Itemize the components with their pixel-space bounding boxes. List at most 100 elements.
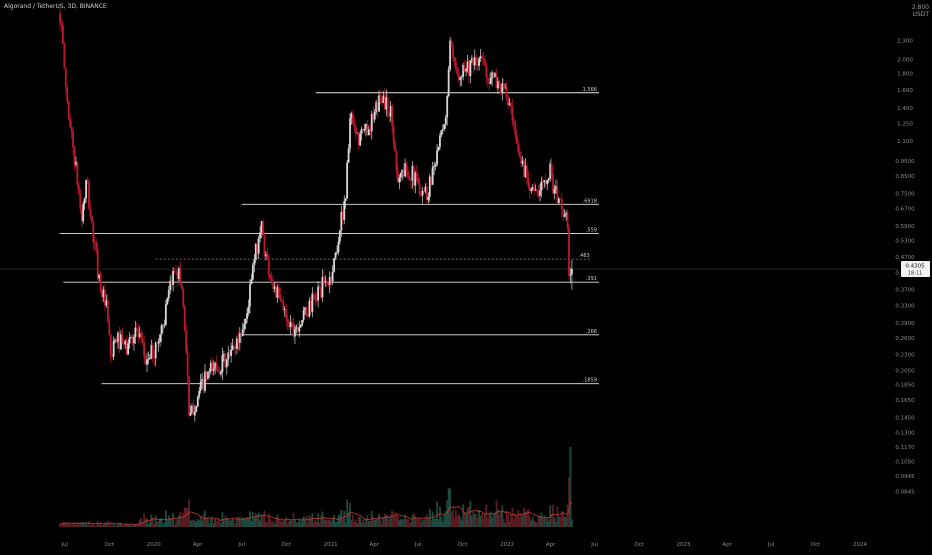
candle-body bbox=[425, 186, 428, 200]
candle-body bbox=[199, 381, 202, 391]
candle-body bbox=[259, 232, 262, 239]
price-tick-label: 2.000 bbox=[897, 57, 913, 63]
candle-body bbox=[150, 345, 153, 358]
volume-moving-average-line bbox=[59, 501, 573, 526]
volume-bar bbox=[66, 523, 69, 527]
volume-bar bbox=[456, 516, 459, 527]
candle-body bbox=[205, 371, 208, 379]
volume-bar bbox=[246, 516, 248, 527]
volume-bar bbox=[349, 503, 351, 527]
candle-body bbox=[253, 259, 256, 265]
volume-bar bbox=[470, 515, 473, 527]
candle-body bbox=[424, 186, 427, 192]
candle-body bbox=[507, 98, 510, 106]
volume-bar bbox=[179, 511, 182, 527]
candle-body bbox=[389, 106, 392, 117]
candle-body bbox=[66, 86, 69, 102]
volume-bar bbox=[272, 520, 275, 527]
candle-body bbox=[468, 61, 470, 76]
volume-bar bbox=[265, 522, 267, 527]
volume-bar bbox=[543, 515, 546, 527]
volume-bar bbox=[482, 518, 485, 527]
candle-body bbox=[117, 332, 119, 343]
volume-bar bbox=[382, 517, 385, 527]
volume-bar bbox=[173, 524, 176, 527]
volume-bar bbox=[462, 504, 465, 527]
candle-body bbox=[144, 356, 147, 365]
candle-body bbox=[234, 346, 237, 349]
candle-body bbox=[439, 135, 441, 148]
volume-bar bbox=[69, 524, 72, 527]
volume-bar bbox=[108, 523, 111, 527]
volume-bar bbox=[262, 515, 264, 527]
volume-bar bbox=[302, 516, 305, 527]
candle-body bbox=[497, 81, 499, 89]
volume-bar bbox=[164, 510, 167, 527]
volume-bar bbox=[59, 523, 61, 527]
volume-bar bbox=[298, 518, 301, 527]
candle-body bbox=[427, 196, 430, 200]
volume-bar bbox=[254, 513, 257, 527]
price-tick-label: 0.1650 bbox=[895, 398, 915, 404]
volume-bar bbox=[346, 499, 349, 527]
candle-body bbox=[418, 183, 421, 195]
candle-body bbox=[282, 301, 285, 310]
candle-body bbox=[276, 287, 279, 298]
volume-bar bbox=[196, 519, 199, 527]
candle-body bbox=[224, 353, 227, 368]
volume-bar bbox=[278, 519, 280, 527]
candle-body bbox=[472, 58, 475, 66]
candle-body bbox=[462, 65, 465, 77]
candle-body bbox=[237, 338, 240, 343]
candle-body bbox=[369, 129, 372, 132]
volume-bar bbox=[492, 513, 495, 527]
candle-body bbox=[515, 135, 518, 144]
volume-bar bbox=[528, 516, 531, 527]
volume-bar bbox=[280, 521, 283, 527]
volume-bar bbox=[563, 516, 566, 527]
volume-bar bbox=[486, 518, 489, 527]
candle-body bbox=[340, 212, 343, 231]
candle-body bbox=[173, 270, 176, 272]
volume-bar bbox=[214, 519, 217, 527]
volume-bar bbox=[118, 522, 121, 527]
candle-body bbox=[211, 362, 214, 372]
candle-body bbox=[104, 289, 106, 306]
candle-body bbox=[70, 126, 73, 131]
volume-bar bbox=[325, 520, 328, 527]
volume-bar bbox=[521, 515, 524, 527]
volume-bar bbox=[411, 514, 414, 527]
volume-bar bbox=[102, 524, 105, 527]
volume-bar bbox=[478, 509, 481, 527]
price-tick-label: 1.600 bbox=[897, 88, 913, 94]
volume-bar bbox=[457, 513, 460, 527]
volume-bar bbox=[266, 521, 269, 527]
volume-bar bbox=[495, 500, 498, 527]
volume-bar bbox=[383, 514, 386, 527]
volume-bar bbox=[420, 522, 422, 527]
candle-body bbox=[186, 351, 189, 377]
candle-body bbox=[228, 352, 231, 356]
volume-bar bbox=[82, 521, 85, 527]
candle-body bbox=[536, 189, 539, 191]
candle-body bbox=[527, 177, 530, 188]
candle-body bbox=[164, 304, 167, 325]
time-tick-label: 2024 bbox=[853, 542, 867, 548]
candle-body bbox=[534, 189, 537, 191]
volume-bar bbox=[489, 511, 492, 527]
volume-bar bbox=[331, 519, 334, 527]
candle-body bbox=[327, 282, 330, 285]
volume-bar bbox=[565, 516, 568, 527]
volume-bar bbox=[62, 522, 64, 527]
volume-bar bbox=[256, 515, 259, 527]
candle-body bbox=[488, 79, 491, 84]
volume-bar bbox=[526, 510, 528, 527]
volume-bar bbox=[376, 518, 379, 527]
volume-bar bbox=[260, 514, 263, 527]
volume-bar bbox=[388, 519, 391, 527]
volume-bar bbox=[269, 518, 272, 527]
candle-body bbox=[86, 180, 89, 182]
volume-bar bbox=[76, 522, 79, 527]
